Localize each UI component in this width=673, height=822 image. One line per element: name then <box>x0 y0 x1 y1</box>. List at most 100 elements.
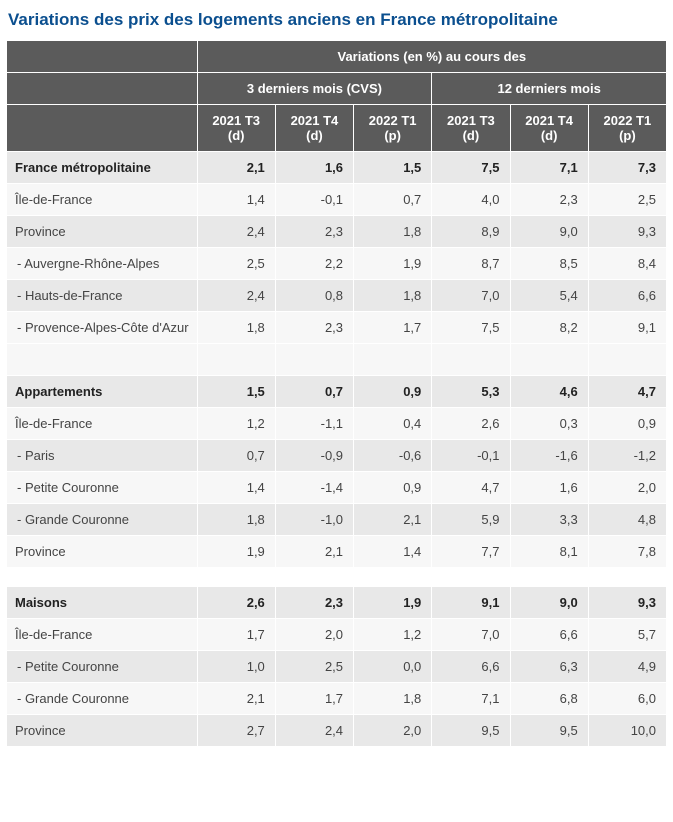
cell: 9,0 <box>510 587 588 619</box>
cell: 1,4 <box>197 472 275 504</box>
cell: 2,6 <box>432 408 510 440</box>
table-row: Appartements 1,5 0,7 0,9 5,3 4,6 4,7 <box>7 376 667 408</box>
table-row: - Paris 0,7 -0,9 -0,6 -0,1 -1,6 -1,2 <box>7 440 667 472</box>
table-row: Maisons 2,6 2,3 1,9 9,1 9,0 9,3 <box>7 587 667 619</box>
cell: -1,2 <box>588 440 666 472</box>
row-label: - Petite Couronne <box>7 472 198 504</box>
cell: 1,8 <box>354 216 432 248</box>
cell: 7,5 <box>432 312 510 344</box>
cell: 1,8 <box>197 504 275 536</box>
cell: 1,9 <box>354 248 432 280</box>
table-row: Province 1,9 2,1 1,4 7,7 8,1 7,8 <box>7 536 667 568</box>
cell: 2,4 <box>197 280 275 312</box>
cell: 6,6 <box>510 619 588 651</box>
cell: 8,7 <box>432 248 510 280</box>
cell: 6,0 <box>588 683 666 715</box>
header-col: 2021 T4(d) <box>510 105 588 152</box>
cell: 0,7 <box>197 440 275 472</box>
cell: 2,3 <box>510 184 588 216</box>
cell: 5,9 <box>432 504 510 536</box>
cell: 0,7 <box>275 376 353 408</box>
row-label: Île-de-France <box>7 408 198 440</box>
cell: 1,9 <box>197 536 275 568</box>
header-col: 2021 T3(d) <box>197 105 275 152</box>
cell: 8,9 <box>432 216 510 248</box>
table-gap <box>6 568 667 586</box>
cell: 2,1 <box>275 536 353 568</box>
row-label: - Auvergne-Rhône-Alpes <box>7 248 198 280</box>
header-col: 2022 T1(p) <box>354 105 432 152</box>
row-label: - Provence-Alpes-Côte d'Azur <box>7 312 198 344</box>
cell: 9,0 <box>510 216 588 248</box>
cell: 7,0 <box>432 280 510 312</box>
cell: 2,3 <box>275 587 353 619</box>
row-label: - Paris <box>7 440 198 472</box>
cell: 1,7 <box>354 312 432 344</box>
cell: 1,5 <box>197 376 275 408</box>
cell: 6,3 <box>510 651 588 683</box>
cell: 3,3 <box>510 504 588 536</box>
table-row: - Petite Couronne 1,0 2,5 0,0 6,6 6,3 4,… <box>7 651 667 683</box>
cell: 1,7 <box>275 683 353 715</box>
cell: 0,9 <box>354 472 432 504</box>
page-title: Variations des prix des logements ancien… <box>8 10 667 30</box>
cell: 6,6 <box>432 651 510 683</box>
cell: -0,1 <box>432 440 510 472</box>
cell: 2,2 <box>275 248 353 280</box>
table-row: - Petite Couronne 1,4 -1,4 0,9 4,7 1,6 2… <box>7 472 667 504</box>
table-body-maisons: Maisons 2,6 2,3 1,9 9,1 9,0 9,3 Île-de-F… <box>7 587 667 747</box>
cell: 2,5 <box>275 651 353 683</box>
cell: 2,3 <box>275 312 353 344</box>
row-label: - Petite Couronne <box>7 651 198 683</box>
cell: 9,1 <box>588 312 666 344</box>
cell: 8,4 <box>588 248 666 280</box>
cell: -1,0 <box>275 504 353 536</box>
cell: 0,8 <box>275 280 353 312</box>
header-blank <box>7 41 198 73</box>
cell: 2,0 <box>275 619 353 651</box>
cell: 10,0 <box>588 715 666 747</box>
cell: 1,2 <box>354 619 432 651</box>
cell: 9,1 <box>432 587 510 619</box>
row-label: Province <box>7 536 198 568</box>
row-label: Maisons <box>7 587 198 619</box>
row-label: Appartements <box>7 376 198 408</box>
table-row: Île-de-France 1,4 -0,1 0,7 4,0 2,3 2,5 <box>7 184 667 216</box>
cell: -0,9 <box>275 440 353 472</box>
cell: 4,9 <box>588 651 666 683</box>
cell: -1,1 <box>275 408 353 440</box>
cell: 9,5 <box>432 715 510 747</box>
cell: 0,9 <box>354 376 432 408</box>
table-body-main: France métropolitaine 2,1 1,6 1,5 7,5 7,… <box>7 152 667 568</box>
cell: 2,4 <box>275 715 353 747</box>
cell: 0,9 <box>588 408 666 440</box>
table-row: - Auvergne-Rhône-Alpes 2,5 2,2 1,9 8,7 8… <box>7 248 667 280</box>
cell: 1,5 <box>354 152 432 184</box>
row-label: Province <box>7 216 198 248</box>
table-row: - Grande Couronne 1,8 -1,0 2,1 5,9 3,3 4… <box>7 504 667 536</box>
cell: -1,4 <box>275 472 353 504</box>
table-row: Province 2,7 2,4 2,0 9,5 9,5 10,0 <box>7 715 667 747</box>
table-row: Province 2,4 2,3 1,8 8,9 9,0 9,3 <box>7 216 667 248</box>
cell: 1,8 <box>354 683 432 715</box>
header-group-3months: 3 derniers mois (CVS) <box>197 73 432 105</box>
cell: 7,3 <box>588 152 666 184</box>
cell: 8,2 <box>510 312 588 344</box>
cell: 6,8 <box>510 683 588 715</box>
cell: 1,8 <box>354 280 432 312</box>
cell: 4,7 <box>432 472 510 504</box>
cell: 2,5 <box>588 184 666 216</box>
cell: 0,7 <box>354 184 432 216</box>
cell: 2,0 <box>588 472 666 504</box>
header-col: 2022 T1(p) <box>588 105 666 152</box>
row-label: - Grande Couronne <box>7 683 198 715</box>
cell: 2,1 <box>354 504 432 536</box>
cell: 4,6 <box>510 376 588 408</box>
row-label: Île-de-France <box>7 619 198 651</box>
cell: 2,1 <box>197 152 275 184</box>
row-label: - Grande Couronne <box>7 504 198 536</box>
cell: 4,0 <box>432 184 510 216</box>
cell: -0,1 <box>275 184 353 216</box>
cell: -0,6 <box>354 440 432 472</box>
price-variation-table-main: Variations (en %) au cours des 3 dernier… <box>6 40 667 568</box>
